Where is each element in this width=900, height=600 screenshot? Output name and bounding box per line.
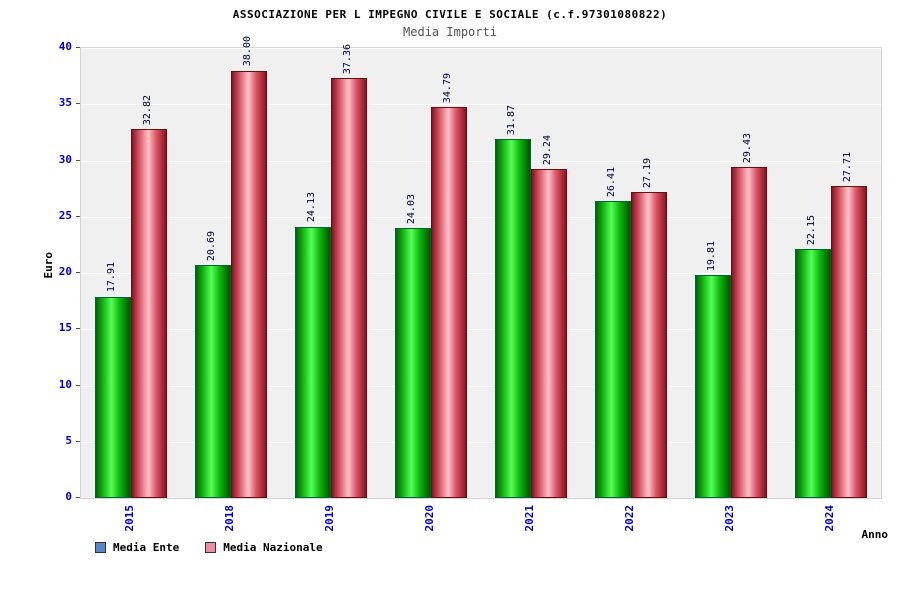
bar-value-label: 31.87	[506, 105, 517, 136]
bar-media-nazionale	[331, 77, 367, 498]
plot-area: 17.91 32.82 20.69 38.00 24.13 37.36 24.03 34.79…	[80, 36, 882, 499]
bar-media-ente	[195, 265, 231, 498]
bar-media-ente	[295, 226, 331, 498]
y-tick-mark	[76, 440, 80, 442]
bar-media-nazionale	[631, 192, 667, 498]
y-tick-label: 10	[58, 377, 72, 391]
y-tick-label: 15	[58, 321, 72, 335]
y-tick-mark	[76, 47, 80, 48]
gridline	[81, 48, 881, 49]
y-tick-label: 25	[58, 208, 72, 222]
y-tick-mark	[76, 272, 80, 273]
y-tick-mark	[76, 384, 80, 386]
bar-media-ente	[395, 227, 431, 498]
y-tick-label: 40	[58, 40, 72, 53]
chart-title: ASSOCIAZIONE PER L IMPEGNO CIVILE E SOCI…	[232, 8, 668, 21]
legend-item: Media Nazionale	[205, 541, 323, 554]
legend-swatch-icon	[205, 542, 217, 553]
y-tick-label: 0	[65, 490, 72, 503]
gridline	[81, 104, 881, 106]
bar-media-nazionale	[431, 106, 467, 498]
bar-media-nazionale	[231, 70, 267, 498]
legend-label: Media Nazionale	[223, 541, 323, 554]
bar-value-label: 29.24	[542, 134, 553, 166]
x-tick-label: 2015	[123, 505, 136, 532]
bar-value-label: 24.13	[306, 192, 317, 223]
y-tick-mark	[76, 497, 80, 498]
y-tick-label: 35	[58, 96, 72, 110]
bar-media-ente	[595, 200, 631, 498]
bar-value-label: 20.69	[206, 231, 217, 262]
gridline	[81, 385, 881, 387]
bar-value-label: 37.36	[342, 43, 353, 74]
bar-media-nazionale	[831, 186, 867, 498]
y-tick-label: 30	[58, 152, 72, 166]
bar-value-label: 22.15	[806, 214, 817, 245]
bar-value-label: 19.81	[706, 241, 717, 272]
bar-value-label: 29.43	[742, 132, 753, 163]
y-tick-mark	[76, 159, 80, 161]
bar-value-label: 26.41	[606, 166, 617, 197]
legend-item: Media Ente	[95, 541, 179, 554]
bar-value-label: 27.19	[642, 158, 653, 189]
y-tick-label: 5	[65, 433, 72, 447]
gridline	[81, 441, 881, 443]
x-tick-label: 2019	[323, 505, 336, 532]
gridline	[81, 273, 881, 274]
bar-value-label: 32.82	[142, 94, 153, 125]
x-axis-title: Anno	[861, 528, 889, 541]
bar-media-ente	[795, 248, 831, 498]
bar-media-nazionale	[531, 169, 567, 498]
legend-label: Media Ente	[113, 541, 180, 554]
bar-media-nazionale	[731, 166, 767, 498]
bar-media-ente	[695, 275, 731, 498]
x-tick-label: 2021	[523, 505, 536, 532]
bar-value-label: 38.00	[242, 36, 253, 67]
gridline	[81, 329, 881, 331]
legend: Media Ente Media Nazionale	[95, 541, 323, 554]
bar-value-label: 34.79	[442, 72, 453, 103]
y-tick-label: 20	[58, 265, 72, 278]
x-tick-label: 2024	[823, 505, 836, 532]
y-tick-mark	[76, 328, 80, 330]
bar-value-label: 17.91	[106, 262, 117, 293]
x-tick-label: 2022	[623, 505, 636, 532]
y-tick-mark	[76, 215, 80, 217]
gridline	[81, 160, 881, 162]
bar-media-nazionale	[131, 128, 167, 498]
bar-media-ente	[95, 296, 131, 498]
x-tick-label: 2018	[223, 505, 236, 532]
bar-media-ente	[495, 139, 531, 498]
x-tick-label: 2020	[423, 505, 436, 532]
y-tick-mark	[76, 103, 80, 105]
gridline	[81, 216, 881, 218]
bar-value-label: 27.71	[842, 152, 853, 183]
bar-value-label: 24.03	[406, 193, 417, 224]
legend-swatch-icon	[95, 542, 106, 553]
chart-subtitle: Media Importi	[403, 25, 497, 39]
x-tick-label: 2023	[723, 505, 736, 532]
